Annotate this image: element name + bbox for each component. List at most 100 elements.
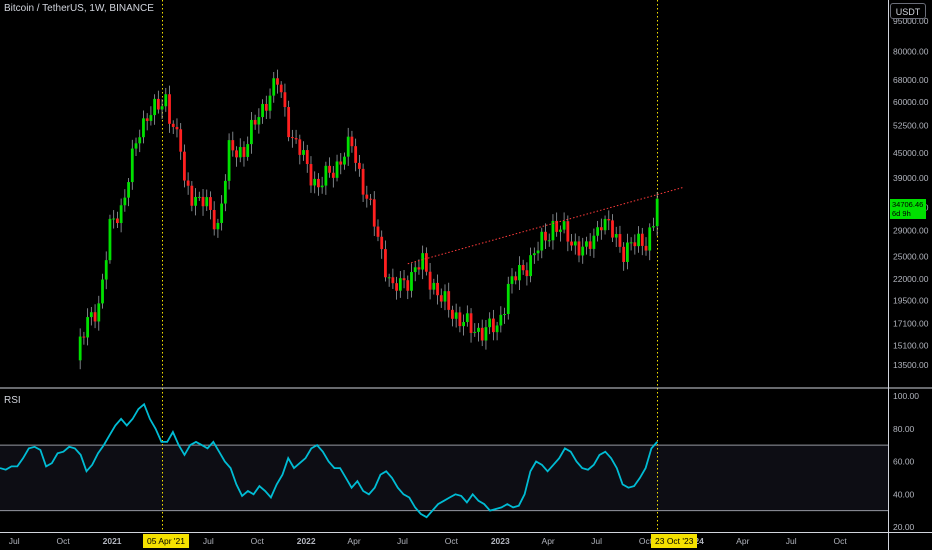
candle [287,100,291,142]
time-tick-label: Oct [57,536,71,546]
candle [652,217,655,231]
price-tick-label: 52500.00 [893,121,929,131]
candle [499,306,503,333]
candle [242,141,246,167]
candle [227,133,231,190]
candle [402,270,406,289]
time-tick-label: Apr [347,536,360,546]
time-tick-label: Jul [397,536,408,546]
candle [268,88,272,119]
trendline [407,186,684,265]
candle [138,129,142,153]
candle [220,195,224,231]
candle [283,83,287,117]
candle [599,218,603,240]
candle [305,144,309,173]
candle [168,85,171,133]
candle [209,191,212,220]
candle [413,262,417,282]
candle [469,308,473,343]
candle [235,146,238,167]
price-tick-label: 17100.00 [893,319,929,329]
candle [532,247,536,264]
candle [384,240,387,282]
candle [223,174,227,212]
candle [205,189,209,211]
candle [123,189,127,212]
candle [465,305,469,327]
candle [395,276,398,300]
candle [290,129,294,148]
candle [398,271,402,298]
candle [276,69,279,94]
candle [145,113,149,131]
candle [547,233,551,247]
date-marker-lines [162,0,658,532]
candle [183,144,186,188]
candle [197,191,201,201]
candle [596,220,600,242]
time-tick-label: Apr [736,536,749,546]
rsi-tick-label: 40.00 [893,489,915,499]
candle [369,194,372,206]
time-tick-label: Oct [639,536,653,546]
candle [484,319,488,350]
candle [544,223,547,250]
candle [160,99,164,120]
time-axis: Jul Oct 2021 Apr Jul Oct 2022 Apr Jul Oct 2023 Apr J… [9,536,848,546]
candle [551,214,555,250]
candle [607,210,611,231]
time-tick-label: Jul [9,536,20,546]
candle [294,129,298,144]
price-tick-label: 95000.00 [893,16,929,26]
candle [298,134,302,165]
candle [592,228,596,258]
candle [581,237,585,264]
candle [458,306,462,333]
bar-countdown: 6d 9h [892,209,911,218]
candle [354,138,358,172]
time-tick-label: Apr [542,536,555,546]
price-tick-label: 29000.00 [893,225,929,235]
candle [506,276,510,320]
candle [190,181,194,212]
candle [179,123,183,160]
candle [633,234,637,255]
candle [376,219,380,242]
candle [175,118,179,138]
candle [313,171,317,194]
last-price-label: 34706.46 6d 9h [890,199,926,219]
candle [503,307,506,324]
candle [89,306,93,326]
time-tick-label: Jul [591,536,602,546]
candle [488,312,492,335]
candle [343,152,346,170]
price-tick-label: 60000.00 [893,97,929,107]
candle [436,274,439,305]
candle [625,233,629,270]
candle [417,259,421,275]
candle [93,304,97,329]
price-tick-label: 19500.00 [893,295,929,305]
candle [134,137,138,157]
candle [331,166,335,188]
candle [387,273,391,287]
candle [372,191,376,237]
candle [566,215,570,252]
time-tick-label: 2022 [297,536,316,546]
currency-button[interactable]: USDT [890,3,926,19]
candle [529,247,533,283]
candle [655,191,659,236]
candle [212,201,216,236]
candle [603,215,607,235]
candle [640,227,644,256]
price-axis: 95000.00 80000.00 68000.00 60000.00 52500.00… [893,16,929,370]
candle [320,176,324,194]
candle [451,305,454,327]
candle [238,138,242,163]
candle [365,185,369,208]
candle [510,268,514,294]
candle [328,157,331,178]
